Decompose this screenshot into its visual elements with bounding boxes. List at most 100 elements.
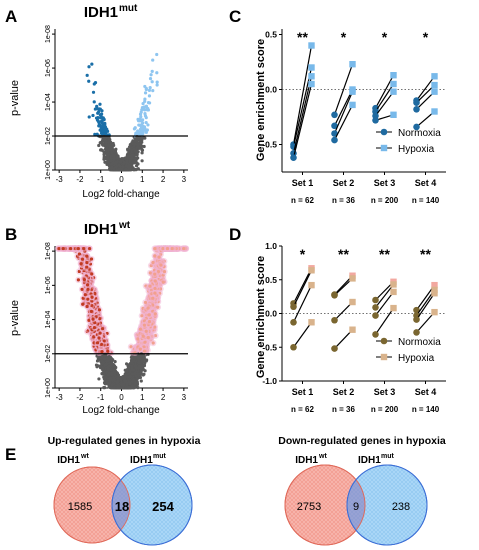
volcano-point bbox=[102, 152, 106, 157]
volcano-x-tick-label: -2 bbox=[76, 393, 84, 402]
volcano-point bbox=[138, 375, 143, 380]
volcano-point-significant bbox=[87, 79, 91, 83]
volcano-point-significant bbox=[92, 100, 96, 104]
volcano-point bbox=[136, 143, 140, 147]
volcano-point-significant bbox=[100, 112, 104, 116]
volcano-point bbox=[109, 154, 114, 158]
volcano-point bbox=[104, 143, 108, 147]
volcano-x-tick-label: 0 bbox=[119, 175, 124, 184]
volcano-point-significant bbox=[138, 112, 143, 116]
volcano-point bbox=[143, 136, 147, 140]
volcano-y-tick-label: 1e+00 bbox=[45, 378, 52, 398]
volcano-point-significant bbox=[98, 116, 103, 120]
volcano-point bbox=[134, 149, 138, 154]
panel-letter-c: C bbox=[229, 7, 241, 26]
volcano-point bbox=[130, 156, 134, 160]
volcano-point bbox=[118, 160, 122, 164]
volcano-point-significant bbox=[91, 90, 96, 94]
volcano-point-significant bbox=[90, 62, 94, 66]
volcano-point bbox=[140, 159, 144, 163]
volcano-point bbox=[112, 149, 117, 153]
volcano-point bbox=[139, 139, 143, 143]
volcano-point bbox=[134, 164, 139, 168]
volcano-point-significant bbox=[155, 52, 159, 57]
volcano-b-xlabel: Log2 fold-change bbox=[82, 405, 160, 416]
volcano-point-significant bbox=[96, 119, 101, 124]
volcano-point bbox=[131, 168, 135, 172]
volcano-point-significant bbox=[143, 114, 148, 118]
volcano-point bbox=[108, 145, 112, 149]
volcano-point-significant bbox=[98, 107, 102, 111]
volcano-point bbox=[136, 156, 140, 160]
volcano-point bbox=[138, 136, 142, 140]
volcano-point bbox=[100, 142, 105, 147]
volcano-point bbox=[133, 142, 137, 146]
volcano-point-significant bbox=[136, 117, 140, 121]
volcano-point-significant bbox=[142, 125, 147, 129]
volcano-y-tick-label: 1e-02 bbox=[45, 127, 52, 145]
volcano-b-title: IDH1 bbox=[84, 221, 118, 238]
volcano-a-xlabel: Log2 fold-change bbox=[82, 189, 160, 200]
volcano-point-significant bbox=[147, 94, 152, 98]
volcano-point-significant bbox=[148, 77, 153, 81]
volcano-point bbox=[115, 160, 119, 164]
volcano-point-significant bbox=[98, 128, 102, 132]
volcano-point bbox=[97, 377, 101, 381]
volcano-point bbox=[130, 148, 134, 152]
volcano-point bbox=[126, 165, 130, 169]
volcano-x-tick-label: -3 bbox=[56, 393, 64, 402]
volcano-point-significant bbox=[143, 91, 148, 95]
volcano-point-significant bbox=[87, 115, 91, 119]
volcano-point-significant bbox=[98, 102, 102, 106]
volcano-point bbox=[102, 157, 106, 161]
volcano-point-significant bbox=[147, 101, 152, 105]
volcano-x-tick-label: 3 bbox=[182, 393, 187, 402]
panel-letter-e: E bbox=[5, 445, 16, 464]
volcano-point bbox=[107, 148, 111, 152]
volcano-point-significant bbox=[132, 127, 137, 131]
volcano-point bbox=[113, 360, 117, 364]
volcano-point bbox=[125, 362, 129, 366]
volcano-point bbox=[108, 166, 112, 171]
volcano-x-tick-label: -1 bbox=[97, 393, 105, 402]
volcano-x-tick-label: 1 bbox=[140, 175, 145, 184]
volcano-point bbox=[97, 143, 101, 148]
panel-letter-b: B bbox=[5, 225, 17, 244]
volcano-point-significant bbox=[150, 80, 154, 84]
panel-letter-d: D bbox=[229, 225, 241, 244]
volcano-point bbox=[122, 160, 126, 165]
volcano-point bbox=[119, 168, 124, 172]
volcano-point-significant bbox=[103, 121, 107, 125]
volcano-point-significant bbox=[136, 129, 140, 133]
volcano-point-significant bbox=[87, 65, 91, 69]
volcano-point-significant bbox=[151, 89, 155, 93]
volcano-point-significant bbox=[145, 106, 150, 111]
volcano-point-significant bbox=[92, 82, 96, 86]
volcano-point-significant bbox=[155, 80, 159, 84]
volcano-point bbox=[141, 373, 145, 377]
volcano-point-significant bbox=[143, 128, 147, 132]
volcano-x-tick-label: 1 bbox=[140, 393, 145, 402]
volcano-point bbox=[103, 386, 107, 390]
volcano-point bbox=[111, 161, 115, 165]
volcano-point-significant bbox=[95, 132, 99, 136]
volcano-point bbox=[105, 162, 109, 167]
volcano-point-significant bbox=[91, 113, 95, 118]
volcano-point-significant bbox=[85, 73, 89, 77]
volcano-x-tick-label: -1 bbox=[97, 175, 105, 184]
volcano-point-significant bbox=[144, 120, 148, 125]
volcano-x-tick-label: 2 bbox=[161, 393, 166, 402]
volcano-point-significant bbox=[141, 131, 145, 136]
volcano-x-tick-label: 2 bbox=[161, 175, 166, 184]
volcano-point-significant bbox=[93, 132, 97, 136]
volcano-x-tick-label: -2 bbox=[76, 175, 84, 184]
volcano-point-significant bbox=[97, 110, 101, 114]
volcano-point-significant bbox=[100, 121, 105, 126]
volcano-x-tick-label: 3 bbox=[182, 175, 187, 184]
volcano-point-significant bbox=[150, 69, 154, 73]
volcano-y-tick-label: 1e-08 bbox=[45, 242, 52, 260]
volcano-point-significant bbox=[101, 118, 105, 122]
volcano-point-significant bbox=[144, 86, 148, 91]
volcano-point bbox=[140, 151, 144, 155]
